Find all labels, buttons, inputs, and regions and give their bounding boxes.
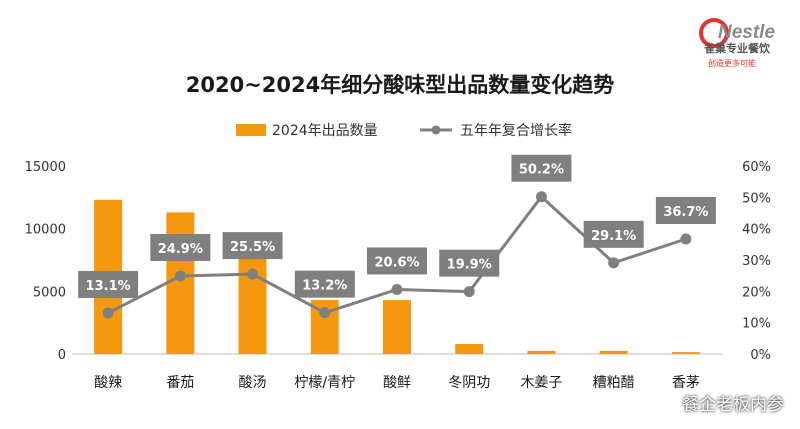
data-label: 50.2% [511, 154, 572, 182]
bar [166, 212, 195, 354]
y-right-tick-label: 0% [750, 348, 771, 363]
chart-legend: 2024年出品数量 五年年复合增长率 [236, 122, 572, 139]
data-label: 13.1% [78, 270, 139, 298]
chart-title: 2020~2024年细分酸味型出品数量变化趋势 [186, 73, 615, 97]
data-label-text: 25.5% [230, 240, 275, 255]
data-label: 24.9% [150, 233, 211, 261]
category-label: 木姜子 [520, 375, 562, 391]
legend-bar-label: 2024年出品数量 [272, 123, 378, 139]
watermark: 餐企老板内参 [682, 395, 784, 415]
bar [455, 343, 484, 354]
data-label-box [78, 270, 139, 298]
data-label: 36.7% [655, 197, 716, 225]
data-label-text: 13.2% [302, 279, 347, 294]
legend-bar-swatch [236, 124, 266, 136]
line-point [247, 268, 259, 280]
y-left-tick-label: 5000 [33, 285, 66, 300]
logo-slogan: 创造更多可能 [708, 58, 756, 68]
y-right-tick-label: 50% [742, 191, 771, 206]
category-label: 香茅 [672, 375, 700, 391]
data-label-box [583, 220, 644, 248]
logo-wordmark: Nestle [718, 22, 775, 43]
data-label: 19.9% [439, 249, 500, 277]
bar [383, 300, 411, 354]
data-label-box [150, 233, 211, 261]
data-label: 13.2% [294, 270, 355, 298]
y-right-tick-label: 60% [742, 160, 771, 175]
data-label-text: 29.1% [591, 229, 636, 244]
y-right-tick-label: 30% [742, 254, 771, 269]
data-label-text: 20.6% [374, 255, 419, 270]
y-left-tick-label: 0 [58, 348, 66, 363]
category-label: 糟粕醋 [593, 375, 635, 391]
data-label-text: 36.7% [663, 205, 708, 220]
data-label-text: 50.2% [519, 163, 564, 178]
data-label-box [511, 154, 572, 182]
bar [527, 350, 556, 354]
logo-ring-icon [699, 18, 729, 48]
y-left-tick-label: 10000 [25, 223, 66, 238]
line-point [608, 257, 620, 269]
y-right-tick-label: 10% [742, 317, 771, 332]
y-axis-left: 0 5000 10000 15000 [25, 160, 66, 363]
legend-line-marker [431, 125, 441, 135]
category-label: 酸辣 [94, 375, 122, 391]
category-label: 冬阴功 [448, 375, 490, 391]
category-label: 番茄 [166, 374, 194, 391]
line-point [680, 233, 692, 245]
data-label-text: 13.1% [86, 279, 131, 294]
x-axis-categories: 酸辣 番茄 酸汤 柠檬/青柠 酸鲜 冬阴功 木姜子 糟粕醋 香茅 [94, 374, 700, 391]
y-right-tick-label: 40% [742, 223, 771, 238]
line-point [319, 307, 331, 319]
data-label-box [655, 197, 716, 225]
line-point [174, 270, 186, 282]
line-point [102, 307, 114, 319]
data-label: 20.6% [367, 247, 427, 275]
brand-logo: Nestle 雀巢专业餐饮 创造更多可能 [694, 14, 784, 76]
data-label: 25.5% [222, 232, 283, 260]
line-point [535, 191, 547, 203]
data-label-box [222, 232, 283, 260]
category-label: 酸鲜 [383, 375, 411, 391]
data-label-text: 24.9% [158, 242, 203, 257]
logo-brand-name: 雀巢专业餐饮 [703, 41, 771, 55]
y-right-tick-label: 20% [742, 285, 771, 300]
data-labels: 13.1% 24.9% 25.5% 13.2% 20.6% 19.9% 50.2% 29.1%… [78, 154, 716, 298]
y-left-tick-label: 15000 [25, 160, 66, 175]
data-label-box [294, 270, 355, 298]
data-label: 29.1% [583, 220, 644, 248]
category-label: 柠檬/青柠 [294, 375, 355, 391]
bar [599, 350, 628, 354]
data-label-box [439, 249, 500, 277]
bar [671, 352, 700, 354]
legend-line-label: 五年年复合增长率 [460, 122, 572, 139]
data-label-text: 19.9% [447, 258, 492, 273]
data-label-box [367, 247, 427, 275]
line-point [391, 283, 403, 295]
category-label: 酸汤 [239, 375, 267, 391]
y-axis-right: 0% 10% 20% 30% 40% 50% 60% [742, 160, 771, 363]
line-point [463, 286, 475, 298]
